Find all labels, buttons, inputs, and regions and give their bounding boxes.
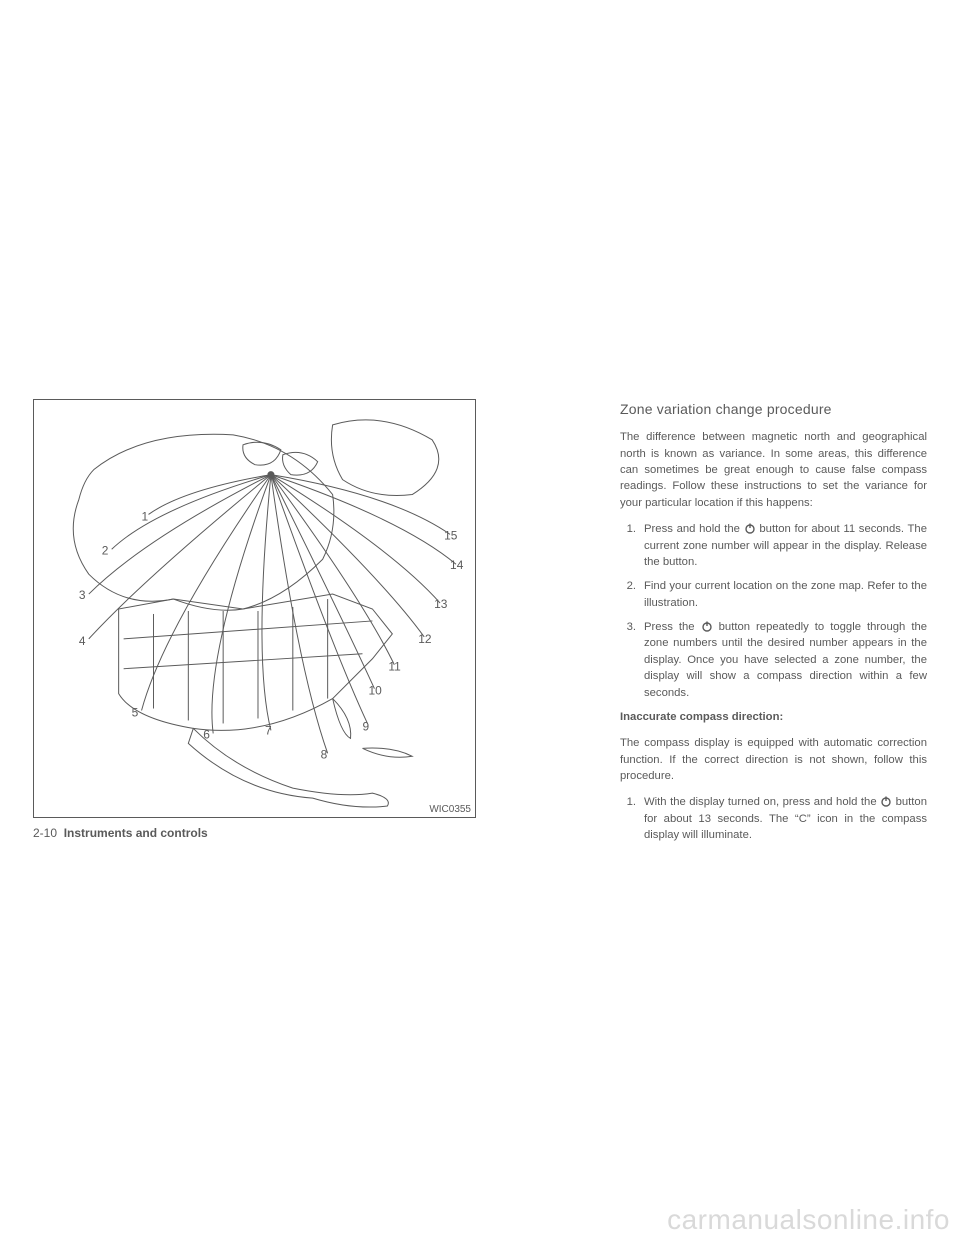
sub-heading: Inaccurate compass direction: <box>620 709 927 725</box>
zone-map-svg: 1 2 3 4 5 6 7 8 9 10 11 12 13 14 15 <box>34 400 475 817</box>
section-heading: Zone variation change procedure <box>620 399 927 419</box>
zone-label-9: 9 <box>362 719 369 733</box>
figure-id: WIC0355 <box>429 804 471 815</box>
zone-label-8: 8 <box>321 747 328 761</box>
step-3: 3. Press the button repeatedly to toggle… <box>620 619 927 701</box>
zone-label-7: 7 <box>265 723 272 737</box>
intro-paragraph: The difference between magnetic north an… <box>620 429 927 511</box>
section-title: Instruments and controls <box>64 826 208 840</box>
zone-label-10: 10 <box>368 684 382 698</box>
para-2: The compass display is equipped with aut… <box>620 735 927 784</box>
zone-label-12: 12 <box>418 632 432 646</box>
power-icon <box>744 522 756 534</box>
step-2: 2. Find your current location on the zon… <box>620 578 927 611</box>
page-footer: 2-10 Instruments and controls <box>33 826 476 840</box>
zone-labels-group: 1 2 3 4 5 6 7 8 9 10 11 12 13 14 15 <box>79 509 464 761</box>
step-a: 1. With the display turned on, press and… <box>620 794 927 843</box>
zone-label-5: 5 <box>132 705 139 719</box>
zone-label-2: 2 <box>102 543 109 557</box>
zone-map-figure: 1 2 3 4 5 6 7 8 9 10 11 12 13 14 15 WI <box>33 399 476 818</box>
power-icon <box>701 620 713 632</box>
zone-label-14: 14 <box>450 558 464 572</box>
zone-label-4: 4 <box>79 634 86 648</box>
power-icon <box>880 795 892 807</box>
left-column: 1 2 3 4 5 6 7 8 9 10 11 12 13 14 15 WI <box>33 399 476 840</box>
zone-label-3: 3 <box>79 588 86 602</box>
step-1: 1. Press and hold the button for about 1… <box>620 521 927 570</box>
zone-label-1: 1 <box>142 509 149 523</box>
right-column: Zone variation change procedure The diff… <box>620 399 927 852</box>
zone-label-6: 6 <box>203 727 210 741</box>
page-content: 1 2 3 4 5 6 7 8 9 10 11 12 13 14 15 WI <box>33 399 927 860</box>
watermark: carmanualsonline.info <box>667 1204 950 1236</box>
zone-label-15: 15 <box>444 528 458 542</box>
page-number: 2-10 <box>33 826 57 840</box>
zone-label-11: 11 <box>388 660 401 674</box>
zone-label-13: 13 <box>434 597 448 611</box>
